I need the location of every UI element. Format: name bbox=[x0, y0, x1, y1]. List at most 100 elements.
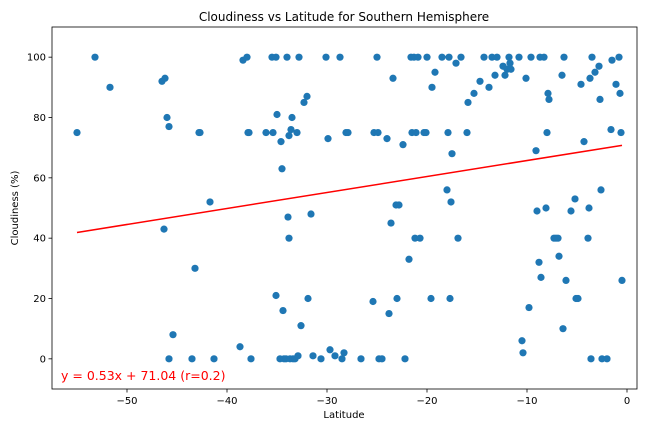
regression-line bbox=[76, 144, 623, 234]
data-point bbox=[383, 135, 391, 143]
data-point bbox=[585, 204, 593, 212]
data-point bbox=[295, 53, 303, 61]
data-point bbox=[389, 74, 397, 82]
data-point bbox=[457, 53, 465, 61]
data-point bbox=[431, 68, 439, 76]
plot-area bbox=[52, 27, 637, 389]
data-point bbox=[491, 71, 499, 79]
data-point bbox=[279, 306, 287, 315]
y-tick-label: 0 bbox=[40, 354, 46, 365]
data-point bbox=[559, 325, 567, 333]
data-point bbox=[303, 92, 311, 100]
data-point bbox=[588, 53, 596, 61]
data-point bbox=[285, 234, 293, 242]
data-point bbox=[247, 355, 255, 363]
data-point bbox=[562, 276, 570, 284]
data-point bbox=[507, 65, 515, 73]
data-point bbox=[283, 53, 291, 61]
data-point bbox=[448, 150, 456, 158]
data-point bbox=[106, 83, 114, 91]
data-point bbox=[395, 201, 403, 209]
data-point bbox=[401, 355, 409, 363]
data-point bbox=[543, 128, 551, 137]
data-point bbox=[518, 337, 526, 345]
data-point bbox=[470, 89, 478, 97]
x-tick-label: −40 bbox=[216, 396, 237, 407]
regression-equation: y = 0.53x + 71.04 (r=0.2) bbox=[61, 368, 225, 383]
data-point bbox=[544, 89, 552, 97]
data-point bbox=[501, 71, 509, 79]
data-point bbox=[300, 98, 308, 107]
data-point bbox=[464, 98, 472, 107]
data-point bbox=[480, 53, 488, 61]
x-tick-label: −20 bbox=[416, 396, 437, 407]
data-point bbox=[580, 138, 588, 146]
data-point bbox=[91, 53, 99, 61]
data-point bbox=[278, 165, 286, 173]
data-point bbox=[236, 343, 244, 351]
data-point bbox=[515, 53, 523, 61]
data-point bbox=[438, 53, 446, 61]
data-point bbox=[505, 53, 513, 61]
data-point bbox=[555, 252, 563, 260]
data-point bbox=[537, 273, 545, 281]
data-point bbox=[447, 198, 455, 206]
data-point bbox=[488, 53, 496, 61]
data-point bbox=[584, 234, 592, 242]
data-point bbox=[245, 128, 253, 137]
data-point bbox=[554, 234, 562, 242]
data-point bbox=[393, 294, 401, 303]
data-point bbox=[277, 138, 285, 146]
data-point bbox=[284, 213, 292, 221]
data-point bbox=[615, 53, 623, 61]
data-point bbox=[608, 56, 616, 64]
data-point bbox=[344, 128, 352, 137]
data-point bbox=[612, 80, 620, 88]
data-point bbox=[560, 53, 568, 61]
data-point bbox=[411, 234, 419, 242]
data-point bbox=[294, 352, 302, 360]
data-point bbox=[443, 186, 451, 194]
x-tick-label: 0 bbox=[624, 396, 630, 407]
data-point bbox=[522, 74, 530, 82]
data-point bbox=[493, 53, 501, 61]
data-point bbox=[378, 355, 386, 363]
y-tick-label: 60 bbox=[33, 173, 46, 184]
data-point bbox=[169, 331, 177, 339]
data-point bbox=[423, 53, 431, 61]
data-point bbox=[273, 110, 281, 119]
data-point bbox=[322, 53, 330, 61]
data-point bbox=[525, 303, 533, 312]
data-point bbox=[558, 71, 566, 79]
y-tick-label: 40 bbox=[33, 234, 46, 245]
data-point bbox=[387, 219, 395, 227]
data-point bbox=[304, 294, 312, 303]
data-point bbox=[336, 53, 344, 61]
data-point bbox=[567, 207, 575, 215]
data-point bbox=[262, 128, 270, 137]
data-point bbox=[243, 53, 251, 61]
data-point bbox=[163, 113, 171, 122]
data-point bbox=[307, 210, 315, 218]
data-point bbox=[269, 128, 277, 137]
data-point bbox=[73, 128, 81, 137]
data-point bbox=[399, 141, 407, 149]
data-point bbox=[317, 355, 325, 363]
data-point bbox=[272, 291, 280, 300]
y-tick-label: 80 bbox=[33, 113, 46, 124]
data-point bbox=[444, 128, 452, 137]
data-point bbox=[587, 355, 595, 363]
x-tick-label: −10 bbox=[516, 396, 537, 407]
data-point bbox=[595, 62, 603, 70]
data-point bbox=[596, 95, 604, 103]
data-point bbox=[618, 276, 626, 284]
data-point bbox=[206, 198, 214, 206]
data-point bbox=[616, 89, 624, 97]
data-points bbox=[73, 53, 626, 363]
data-point bbox=[591, 68, 599, 76]
data-point bbox=[535, 258, 543, 266]
data-point bbox=[326, 346, 334, 354]
data-point bbox=[414, 53, 422, 61]
data-point bbox=[607, 125, 615, 134]
